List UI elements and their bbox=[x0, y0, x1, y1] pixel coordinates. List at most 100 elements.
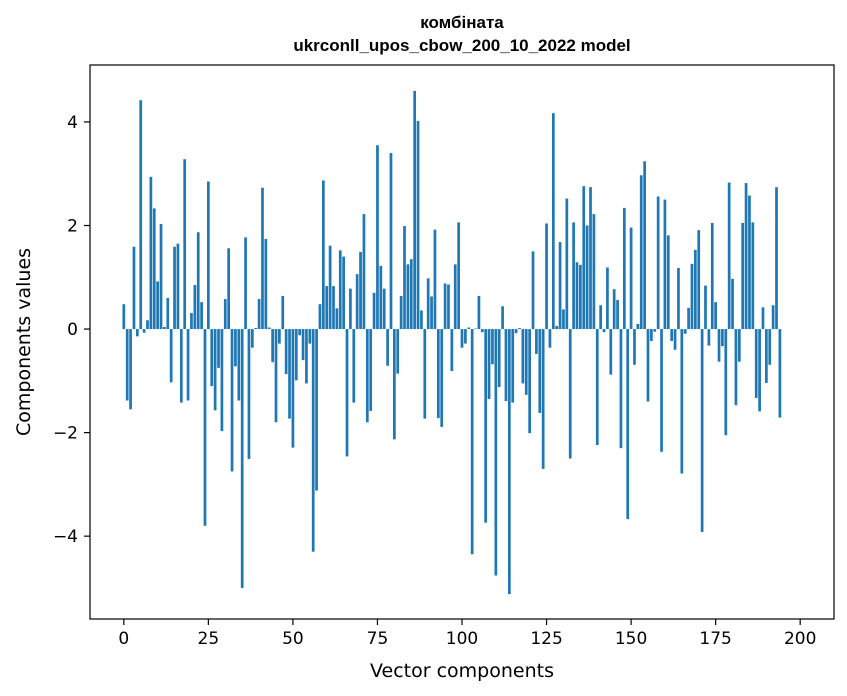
bar-145 bbox=[612, 289, 616, 330]
bar-184 bbox=[744, 183, 748, 330]
bar-158 bbox=[656, 196, 660, 330]
bar-108 bbox=[487, 329, 491, 399]
bar-68 bbox=[352, 329, 356, 403]
bar-105 bbox=[477, 295, 481, 330]
bar-130 bbox=[562, 309, 565, 330]
bar-116 bbox=[514, 329, 518, 334]
bar-139 bbox=[592, 214, 596, 330]
bar-167 bbox=[687, 307, 690, 330]
bars-layer bbox=[122, 90, 782, 595]
bar-97 bbox=[450, 329, 454, 371]
bar-87 bbox=[416, 120, 420, 330]
x-tick-label: 150 bbox=[615, 629, 647, 649]
bar-121 bbox=[531, 251, 535, 330]
bar-131 bbox=[565, 198, 569, 330]
bar-37 bbox=[247, 329, 251, 460]
bar-13 bbox=[166, 297, 170, 330]
bar-166 bbox=[683, 329, 687, 334]
bar-178 bbox=[724, 329, 728, 436]
bar-141 bbox=[599, 305, 603, 330]
x-tick-label: 200 bbox=[784, 629, 816, 649]
bar-172 bbox=[704, 285, 707, 330]
bar-5 bbox=[139, 100, 143, 330]
bar-63 bbox=[335, 308, 339, 330]
bar-1 bbox=[125, 329, 129, 401]
bar-78 bbox=[386, 329, 389, 366]
bar-114 bbox=[507, 329, 511, 595]
bar-177 bbox=[721, 329, 724, 347]
bar-173 bbox=[707, 329, 711, 346]
bar-142 bbox=[602, 329, 606, 333]
bar-26 bbox=[210, 329, 214, 387]
bar-126 bbox=[548, 329, 552, 348]
bar-164 bbox=[677, 267, 680, 330]
y-tick-label: −2 bbox=[53, 424, 78, 444]
bar-165 bbox=[680, 329, 684, 474]
bar-106 bbox=[480, 329, 484, 333]
bar-40 bbox=[257, 299, 261, 330]
bar-42 bbox=[264, 238, 268, 330]
bar-179 bbox=[727, 182, 731, 330]
bar-171 bbox=[700, 329, 704, 533]
bar-9 bbox=[152, 208, 156, 330]
bar-151 bbox=[633, 329, 636, 365]
bar-33 bbox=[234, 329, 237, 367]
bar-3 bbox=[132, 246, 136, 330]
bar-43 bbox=[267, 327, 271, 330]
bar-187 bbox=[754, 329, 758, 398]
bar-31 bbox=[227, 248, 231, 330]
bar-52 bbox=[298, 329, 302, 336]
bar-19 bbox=[186, 329, 190, 401]
bar-53 bbox=[301, 329, 305, 361]
bar-61 bbox=[328, 245, 332, 330]
bar-60 bbox=[325, 286, 329, 330]
bar-14 bbox=[169, 329, 173, 383]
bar-168 bbox=[690, 263, 694, 330]
bar-149 bbox=[626, 329, 630, 520]
bar-127 bbox=[551, 113, 555, 330]
bar-143 bbox=[606, 267, 609, 330]
bar-94 bbox=[440, 329, 444, 427]
bar-67 bbox=[349, 288, 352, 330]
bar-46 bbox=[278, 329, 281, 344]
y-axis-ticks: −4 −2 0 2 4 bbox=[53, 113, 90, 547]
bar-23 bbox=[200, 302, 203, 330]
bar-85 bbox=[409, 259, 413, 330]
bar-118 bbox=[521, 329, 525, 384]
x-tick-label: 75 bbox=[367, 629, 389, 649]
bar-123 bbox=[538, 329, 542, 413]
bar-132 bbox=[568, 329, 572, 459]
bar-57 bbox=[315, 329, 318, 491]
bar-194 bbox=[778, 329, 782, 418]
bar-133 bbox=[572, 222, 575, 330]
bar-65 bbox=[342, 256, 345, 330]
bar-21 bbox=[193, 285, 197, 330]
bar-73 bbox=[369, 329, 373, 411]
x-tick-label: 0 bbox=[118, 629, 129, 649]
bar-50 bbox=[291, 329, 295, 448]
x-tick-label: 100 bbox=[446, 629, 478, 649]
bar-55 bbox=[308, 329, 312, 344]
bar-56 bbox=[311, 329, 315, 552]
bar-193 bbox=[775, 187, 778, 330]
bar-140 bbox=[595, 329, 599, 446]
bar-88 bbox=[420, 310, 423, 330]
bar-4 bbox=[135, 329, 139, 337]
bar-146 bbox=[616, 300, 619, 330]
x-axis-label: Vector components bbox=[370, 660, 554, 682]
y-tick-label: −4 bbox=[53, 527, 78, 547]
bar-20 bbox=[190, 313, 193, 330]
bar-54 bbox=[305, 329, 308, 384]
bar-134 bbox=[575, 262, 579, 330]
bar-80 bbox=[393, 329, 396, 440]
bar-44 bbox=[271, 329, 274, 363]
bar-160 bbox=[663, 199, 667, 330]
bar-150 bbox=[629, 227, 633, 330]
bar-104 bbox=[474, 328, 477, 330]
bar-98 bbox=[453, 264, 457, 330]
bar-34 bbox=[237, 329, 241, 401]
bar-79 bbox=[389, 153, 393, 330]
x-axis-ticks: 0 25 50 75 100 125 150 175 200 bbox=[118, 619, 816, 649]
bar-136 bbox=[582, 186, 586, 330]
bar-58 bbox=[318, 304, 322, 330]
